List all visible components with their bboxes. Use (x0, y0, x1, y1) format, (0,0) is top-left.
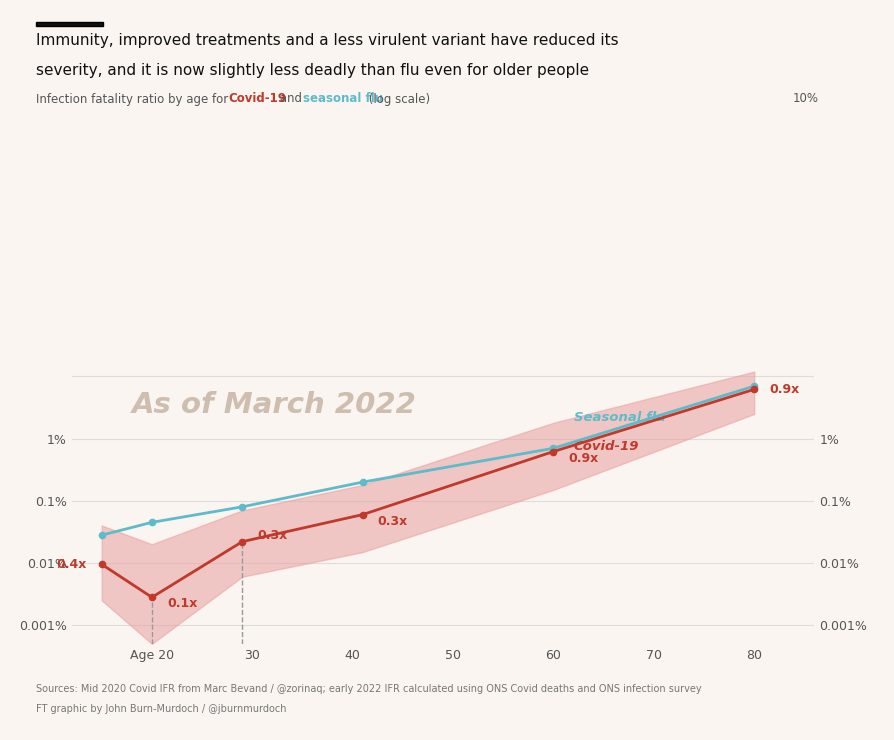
Text: 0.4x: 0.4x (56, 558, 87, 571)
Text: Infection fatality ratio by age for: Infection fatality ratio by age for (36, 92, 232, 106)
Text: 0.9x: 0.9x (568, 451, 598, 465)
Text: and: and (275, 92, 305, 106)
Text: As of March 2022: As of March 2022 (131, 391, 417, 419)
Text: Immunity, improved treatments and a less virulent variant have reduced its: Immunity, improved treatments and a less… (36, 33, 618, 48)
Text: severity, and it is now slightly less deadly than flu even for older people: severity, and it is now slightly less de… (36, 63, 588, 78)
Text: 10%: 10% (792, 92, 818, 106)
Text: FT graphic by John Burn-Murdoch / @jburnmurdoch: FT graphic by John Burn-Murdoch / @jburn… (36, 704, 286, 715)
Text: 0.1x: 0.1x (167, 597, 197, 610)
Text: 0.3x: 0.3x (377, 514, 408, 528)
Text: Covid-19: Covid-19 (228, 92, 286, 106)
Text: (log scale): (log scale) (365, 92, 430, 106)
Text: seasonal flu: seasonal flu (302, 92, 382, 106)
Text: 0.9x: 0.9x (769, 383, 798, 396)
Text: Covid-19: Covid-19 (573, 440, 638, 453)
Text: Sources: Mid 2020 Covid IFR from Marc Bevand / @zorinaq; early 2022 IFR calculat: Sources: Mid 2020 Covid IFR from Marc Be… (36, 684, 701, 695)
Text: 0.3x: 0.3x (257, 528, 287, 542)
Text: Seasonal flu: Seasonal flu (573, 411, 664, 424)
